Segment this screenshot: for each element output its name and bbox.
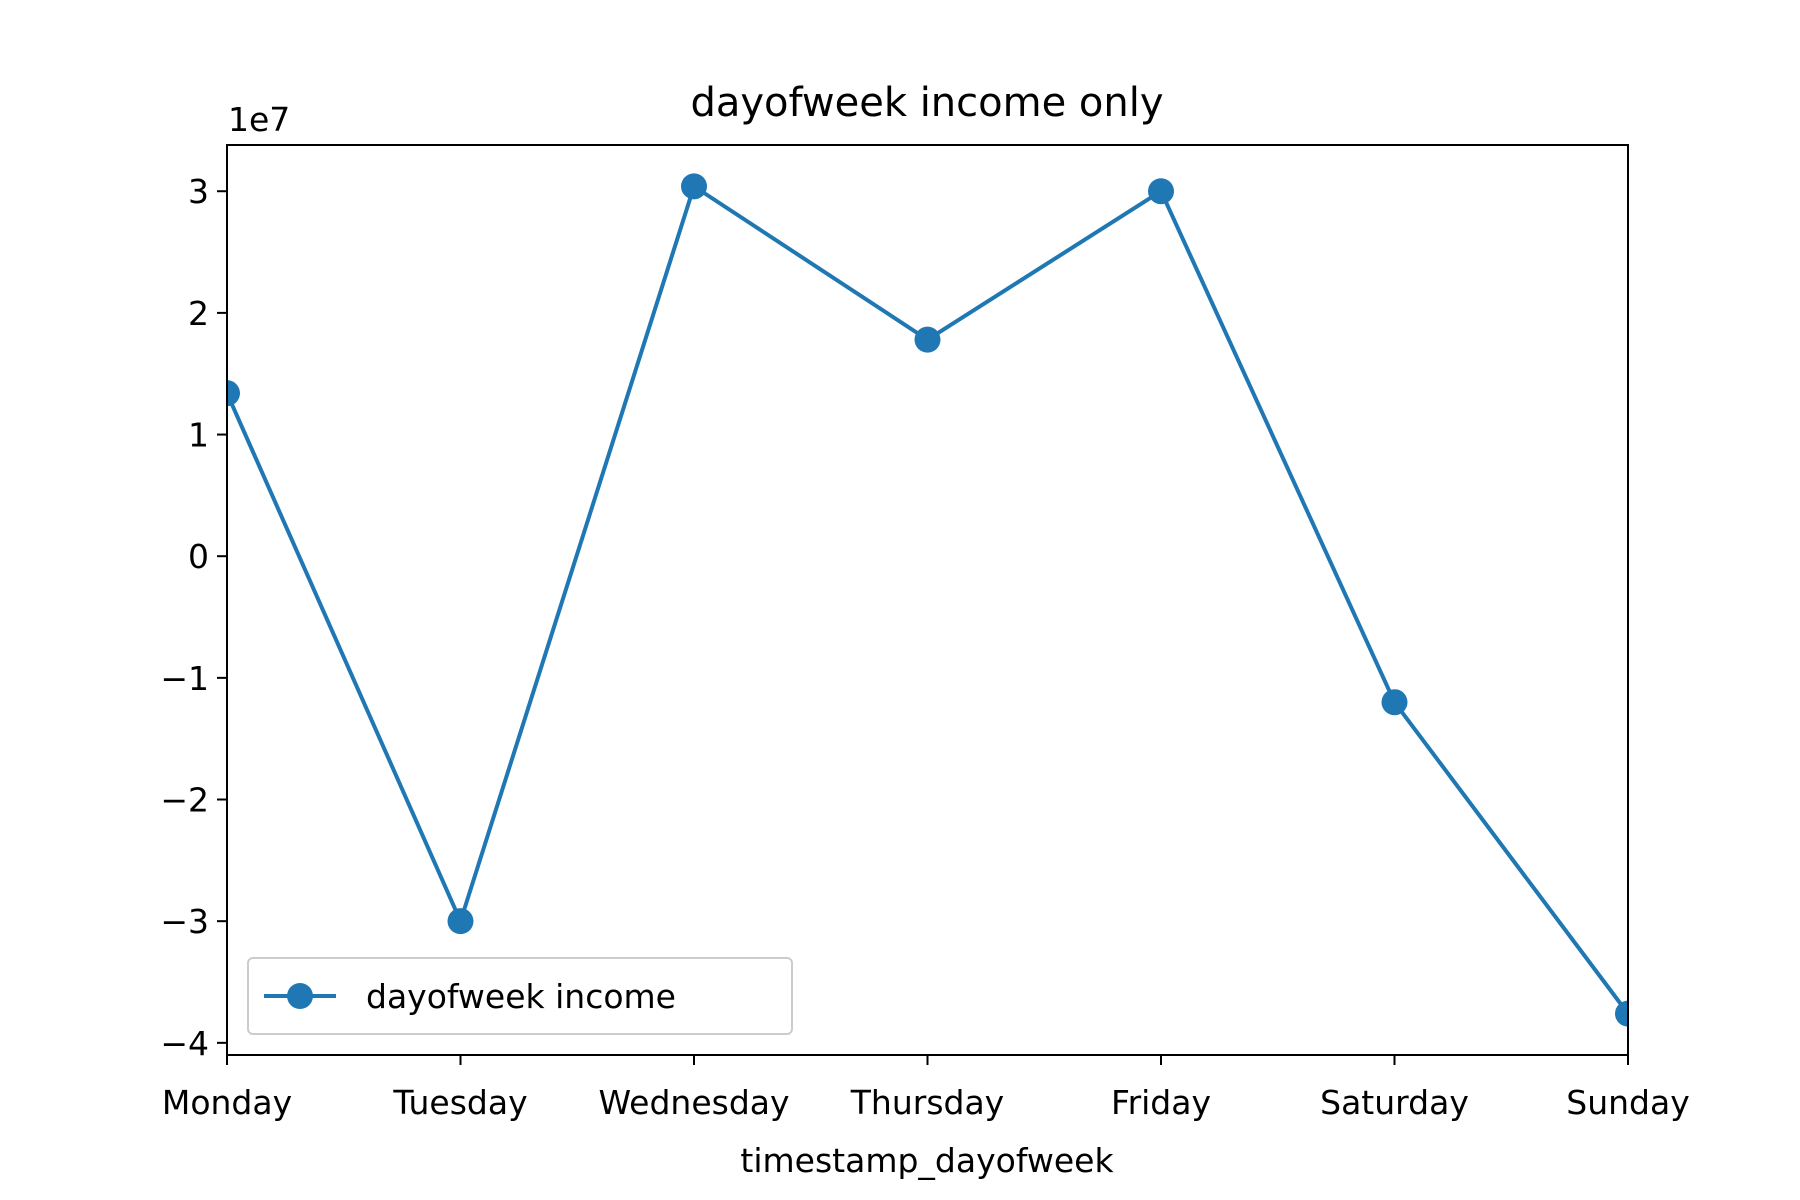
series-line (227, 184, 1628, 1015)
y-tick-label: 2 (188, 294, 209, 333)
data-point (914, 326, 941, 353)
y-tick-label: −1 (160, 659, 209, 698)
chart-title: dayofweek income only (690, 80, 1163, 126)
x-tick-label: Saturday (1320, 1083, 1469, 1122)
data-point (1615, 1000, 1628, 1027)
x-tick-label: Tuesday (392, 1083, 527, 1122)
x-tick-label: Wednesday (598, 1083, 789, 1122)
data-point (447, 908, 474, 935)
y-tick-label: −2 (160, 781, 209, 820)
y-tick-label: 0 (188, 537, 209, 576)
y-tick-label: 1 (188, 416, 209, 455)
y-tick-label: −3 (160, 902, 209, 941)
data-point (1381, 689, 1408, 716)
data-point (227, 380, 240, 407)
x-tick-label: Thursday (850, 1083, 1004, 1122)
data-point (1148, 178, 1174, 205)
legend-marker (287, 983, 313, 1009)
plot-frame (226, 144, 1629, 1056)
series-group (227, 173, 1628, 1027)
y-tick-label: −4 (160, 1024, 209, 1063)
y-offset-label: 1e7 (228, 100, 290, 139)
legend-box (247, 957, 793, 1035)
plot-area: −4 −3 −2 −1 0 1 2 3 Monday Tuesday Wednesday Thursd… (160, 144, 1690, 1122)
x-tick-label: Monday (162, 1083, 292, 1122)
x-axis-label: timestamp_dayofweek (740, 1141, 1114, 1180)
legend-label: dayofweek income (366, 977, 676, 1016)
x-tick-label: Friday (1111, 1083, 1211, 1122)
x-tick-label: Sunday (1566, 1083, 1689, 1122)
data-point (681, 173, 707, 200)
y-tick-label: 3 (188, 172, 209, 211)
